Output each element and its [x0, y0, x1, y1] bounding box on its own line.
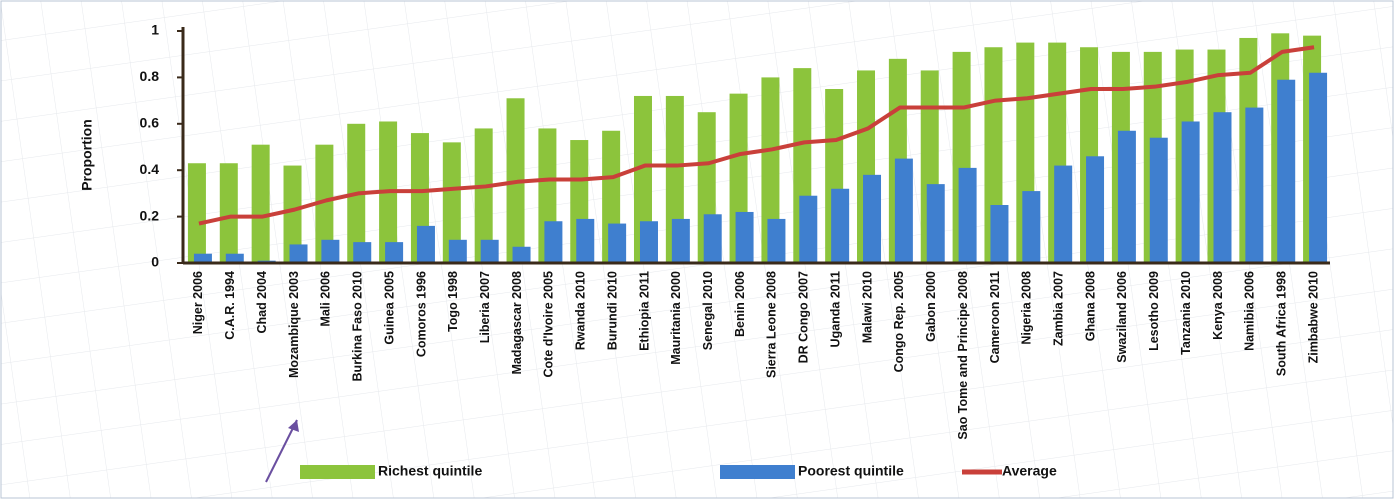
x-tick-label: Cote d'Ivoire 2005 [542, 271, 556, 378]
y-tick-label: 0.8 [140, 68, 160, 84]
x-tick-label: DR Congo 2007 [797, 271, 811, 363]
y-tick-label: 0 [151, 254, 159, 270]
x-tick-label: Malawi 2010 [860, 271, 874, 343]
legend-label: Richest quintile [378, 463, 482, 479]
bar [761, 77, 780, 264]
x-tick-label: Burundi 2010 [605, 271, 619, 350]
bar [639, 221, 658, 263]
bar [512, 246, 531, 263]
x-tick-label: Senegal 2010 [701, 271, 715, 350]
bar [416, 225, 435, 263]
bar [544, 221, 563, 263]
x-tick-label: Ethiopia 2011 [637, 271, 651, 351]
bar [1181, 121, 1200, 263]
bar [735, 211, 754, 263]
bar [576, 218, 595, 263]
bar [442, 142, 461, 263]
x-tick-label: Ghana 2008 [1083, 271, 1097, 341]
bar [187, 163, 206, 263]
bar [1213, 112, 1232, 263]
bar [315, 144, 334, 263]
bar [1277, 79, 1296, 263]
bar [831, 188, 850, 263]
bar [448, 239, 467, 263]
bar [251, 144, 270, 263]
bar [671, 218, 690, 263]
x-tick-label: Comoros 1996 [414, 271, 428, 357]
x-tick-label: Mauritania 2000 [669, 271, 683, 365]
bar [863, 174, 882, 263]
y-tick-label: 1 [151, 22, 159, 38]
bar [193, 253, 212, 263]
bar [1022, 191, 1041, 263]
x-tick-label: Nigeria 2008 [1020, 271, 1034, 345]
x-tick-label: Gabon 2000 [924, 271, 938, 342]
x-tick-label: Congo Rep. 2005 [892, 271, 906, 372]
bar [225, 253, 244, 263]
bar [703, 214, 722, 263]
bar [799, 195, 818, 263]
bar [474, 128, 493, 263]
x-tick-label: Benin 2006 [733, 271, 747, 337]
x-tick-label: Tanzania 2010 [1179, 271, 1193, 355]
legend-swatch [300, 465, 375, 479]
bar [1245, 107, 1264, 263]
x-tick-label: Zambia 2007 [1051, 271, 1065, 346]
x-tick-label: Sao Tome and Principe 2008 [956, 271, 970, 440]
y-tick-label: 0.2 [140, 207, 160, 223]
x-tick-label: Togo 1998 [446, 271, 460, 332]
bar [219, 163, 238, 263]
bar [480, 239, 499, 263]
legend-label: Poorest quintile [798, 463, 904, 479]
bar [385, 242, 404, 263]
x-tick-label: Mozambique 2003 [287, 271, 301, 378]
x-tick-label: Uganda 2011 [828, 271, 842, 347]
bar [990, 205, 1009, 263]
y-tick-label: 0.6 [140, 115, 160, 131]
x-tick-label: Swaziland 2006 [1115, 271, 1129, 363]
x-tick-label: Lesotho 2009 [1147, 271, 1161, 351]
legend-swatch [720, 465, 795, 479]
bar [283, 165, 302, 263]
bar [926, 184, 945, 263]
x-tick-label: Sierra Leone 2008 [765, 271, 779, 378]
x-tick-label: Cameroon 2011 [988, 271, 1002, 363]
bar [1054, 165, 1073, 263]
bar [1149, 137, 1168, 263]
x-tick-label: Madagascar 2008 [510, 271, 524, 375]
bar [1086, 156, 1105, 263]
x-tick-label: Chad 2004 [255, 271, 269, 334]
bar [289, 244, 308, 263]
x-tick-label: Rwanda 2010 [574, 271, 588, 350]
bar [353, 242, 372, 263]
line [198, 45, 1315, 226]
x-tick-label: South Africa 1998 [1275, 271, 1289, 376]
x-tick-label: Namibia 2006 [1243, 271, 1257, 351]
x-tick-label: Guinea 2005 [382, 271, 396, 345]
x-tick-label: Kenya 2008 [1211, 271, 1225, 340]
y-axis-label: Proportion [79, 119, 95, 191]
x-tick-label: C.A.R. 1994 [223, 271, 237, 340]
bar [608, 223, 627, 263]
bar [1309, 72, 1328, 263]
x-tick-label: Liberia 2007 [478, 271, 492, 343]
x-tick-label: Zimbabwe 2010 [1306, 271, 1320, 363]
annotation-arrowhead [288, 420, 299, 432]
x-tick-label: Burkina Faso 2010 [351, 271, 365, 382]
legend-label: Average [1002, 463, 1057, 479]
bar [1117, 130, 1136, 263]
x-tick-label: Mali 2006 [319, 271, 333, 327]
annotation-arrow [265, 419, 298, 483]
x-tick-label: Niger 2006 [191, 271, 205, 334]
bar [894, 158, 913, 263]
y-tick-label: 0.4 [140, 161, 160, 177]
bar [321, 239, 340, 263]
bar [767, 218, 786, 263]
bar [958, 167, 977, 263]
